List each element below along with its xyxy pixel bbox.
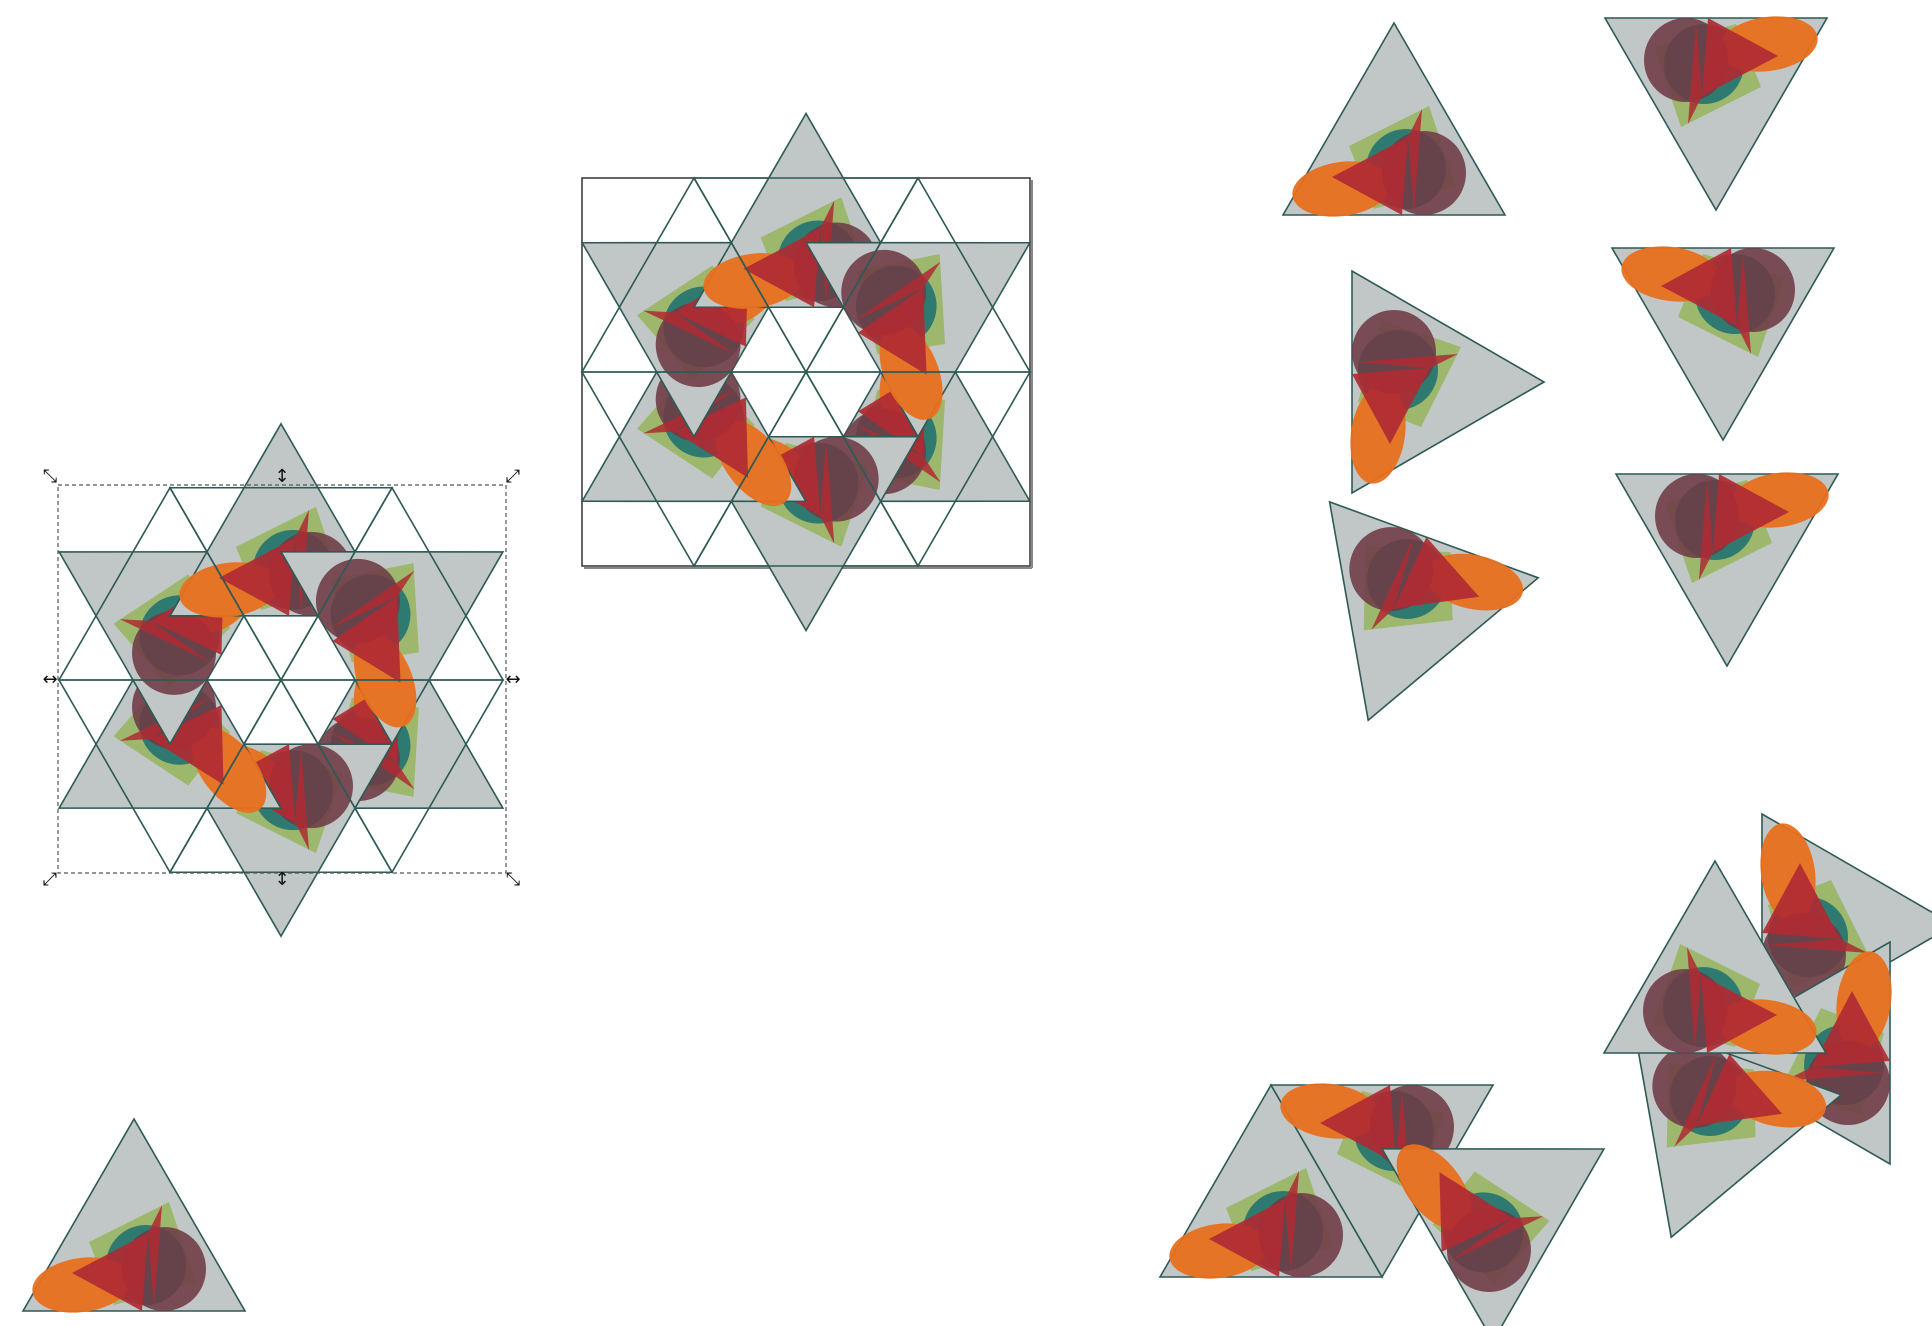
strip-triangle[interactable] xyxy=(1375,1053,1659,1326)
red-spike xyxy=(295,748,309,851)
edge-resize-handle-icon[interactable]: ↕ xyxy=(274,466,289,487)
red-wedge xyxy=(1209,1199,1285,1277)
red-wedge xyxy=(1661,248,1737,326)
hex-triangle[interactable] xyxy=(799,146,1085,441)
red-wedge xyxy=(332,596,401,683)
red-spike xyxy=(820,440,835,544)
red-wedge xyxy=(1352,368,1430,444)
loose-triangle[interactable] xyxy=(1281,21,1507,223)
edge-resize-handle-icon[interactable]: ↔ xyxy=(505,669,520,690)
red-spike xyxy=(1688,22,1702,124)
red-spike xyxy=(1285,1171,1299,1273)
edge-resize-handle-icon[interactable]: ↕ xyxy=(274,869,289,890)
red-wedge xyxy=(1701,975,1777,1053)
red-spike xyxy=(119,619,212,664)
red-wedge xyxy=(1713,474,1789,552)
corner-resize-handle-icon[interactable]: ⤢ xyxy=(506,466,521,487)
selection-bounding-box[interactable] xyxy=(57,484,507,874)
red-wedge xyxy=(219,537,295,616)
hex-outline xyxy=(804,176,1032,373)
red-wedge xyxy=(150,705,224,785)
loose-triangle[interactable] xyxy=(1603,10,1829,212)
strip-triangle[interactable] xyxy=(1158,1083,1384,1285)
red-spike xyxy=(1784,1067,1886,1081)
red-wedge xyxy=(1697,1054,1783,1126)
red-wedge xyxy=(1702,18,1778,96)
edge-resize-handle-icon[interactable]: ↔ xyxy=(42,669,57,690)
red-wedge xyxy=(1439,1172,1513,1252)
corner-resize-handle-icon[interactable]: ⤢ xyxy=(43,869,58,890)
loose-triangle[interactable] xyxy=(1610,240,1836,442)
selected-hexagon[interactable] xyxy=(4,422,559,938)
triangle-strip[interactable] xyxy=(1158,1053,1659,1326)
red-spike xyxy=(1687,947,1701,1049)
rhombus-triangle[interactable] xyxy=(1602,859,1828,1061)
red-wedge xyxy=(858,288,927,375)
hex-triangle[interactable] xyxy=(274,456,558,748)
red-wedge xyxy=(674,397,748,478)
loose-triangles[interactable] xyxy=(1264,10,1840,759)
red-spike xyxy=(1766,939,1868,953)
lone-triangle[interactable] xyxy=(21,1117,247,1319)
red-wedge xyxy=(1320,1085,1396,1163)
red-spike xyxy=(330,570,415,629)
red-wedge xyxy=(1812,991,1890,1067)
red-wedge xyxy=(1332,137,1408,215)
red-wedge xyxy=(743,228,821,308)
framed-hexagon[interactable] xyxy=(526,111,1086,633)
rhombus-triangle[interactable] xyxy=(1754,812,1932,1038)
loose-triangle[interactable] xyxy=(1264,495,1541,759)
rhombus-triangle[interactable] xyxy=(1567,1012,1844,1276)
red-spike xyxy=(1699,478,1713,580)
corner-resize-handle-icon[interactable]: ⤡ xyxy=(43,466,57,487)
red-spike xyxy=(1356,354,1458,368)
red-spike xyxy=(855,261,941,321)
red-wedge xyxy=(1394,537,1480,609)
red-spike xyxy=(1408,109,1422,211)
red-wedge xyxy=(1762,863,1840,939)
loose-triangle[interactable] xyxy=(1344,269,1546,495)
red-spike xyxy=(1737,252,1751,354)
red-wedge xyxy=(72,1233,148,1311)
hex-outline xyxy=(279,486,505,681)
rhombus[interactable] xyxy=(1567,812,1932,1276)
loose-triangle[interactable] xyxy=(1614,466,1840,668)
red-spike xyxy=(148,1205,162,1307)
corner-resize-handle-icon[interactable]: ⤡ xyxy=(506,869,520,890)
